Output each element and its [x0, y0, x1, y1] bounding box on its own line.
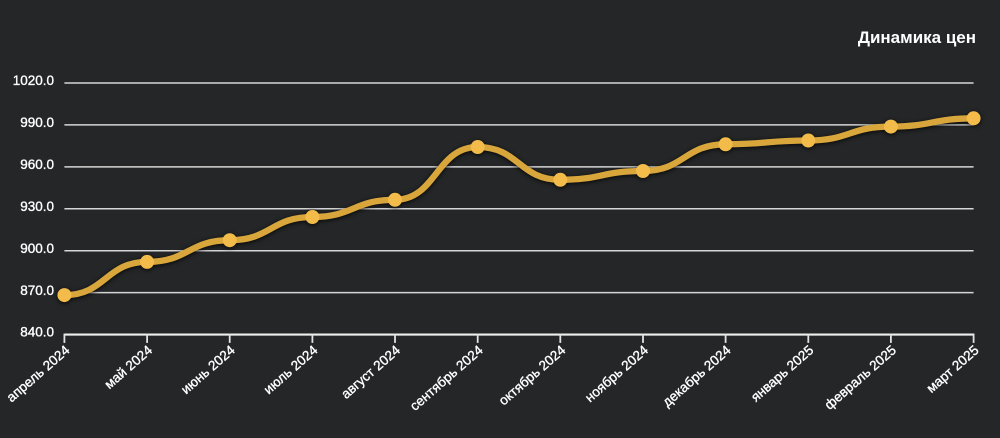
- svg-text:апрель 2024: апрель 2024: [4, 342, 73, 405]
- svg-text:Динамика цен: Динамика цен: [858, 28, 976, 47]
- svg-text:январь 2025: январь 2025: [748, 342, 816, 404]
- svg-text:декабрь 2024: декабрь 2024: [660, 342, 734, 410]
- svg-text:960.0: 960.0: [20, 157, 54, 172]
- svg-text:март 2025: март 2025: [924, 342, 982, 395]
- svg-text:июль 2024: июль 2024: [261, 342, 321, 397]
- svg-text:990.0: 990.0: [20, 115, 54, 130]
- svg-text:май 2024: май 2024: [101, 342, 155, 392]
- svg-text:930.0: 930.0: [20, 199, 54, 214]
- svg-text:октябрь 2024: октябрь 2024: [496, 342, 569, 408]
- svg-text:ноябрь 2024: ноябрь 2024: [582, 342, 651, 405]
- svg-text:1020.0: 1020.0: [13, 73, 54, 88]
- svg-text:870.0: 870.0: [20, 283, 54, 298]
- svg-text:август 2024: август 2024: [338, 342, 403, 401]
- svg-text:сентябрь 2024: сентябрь 2024: [407, 342, 486, 414]
- svg-text:февраль 2025: февраль 2025: [822, 342, 899, 412]
- svg-text:840.0: 840.0: [20, 325, 54, 340]
- svg-text:июнь 2024: июнь 2024: [178, 342, 238, 397]
- svg-text:900.0: 900.0: [20, 241, 54, 256]
